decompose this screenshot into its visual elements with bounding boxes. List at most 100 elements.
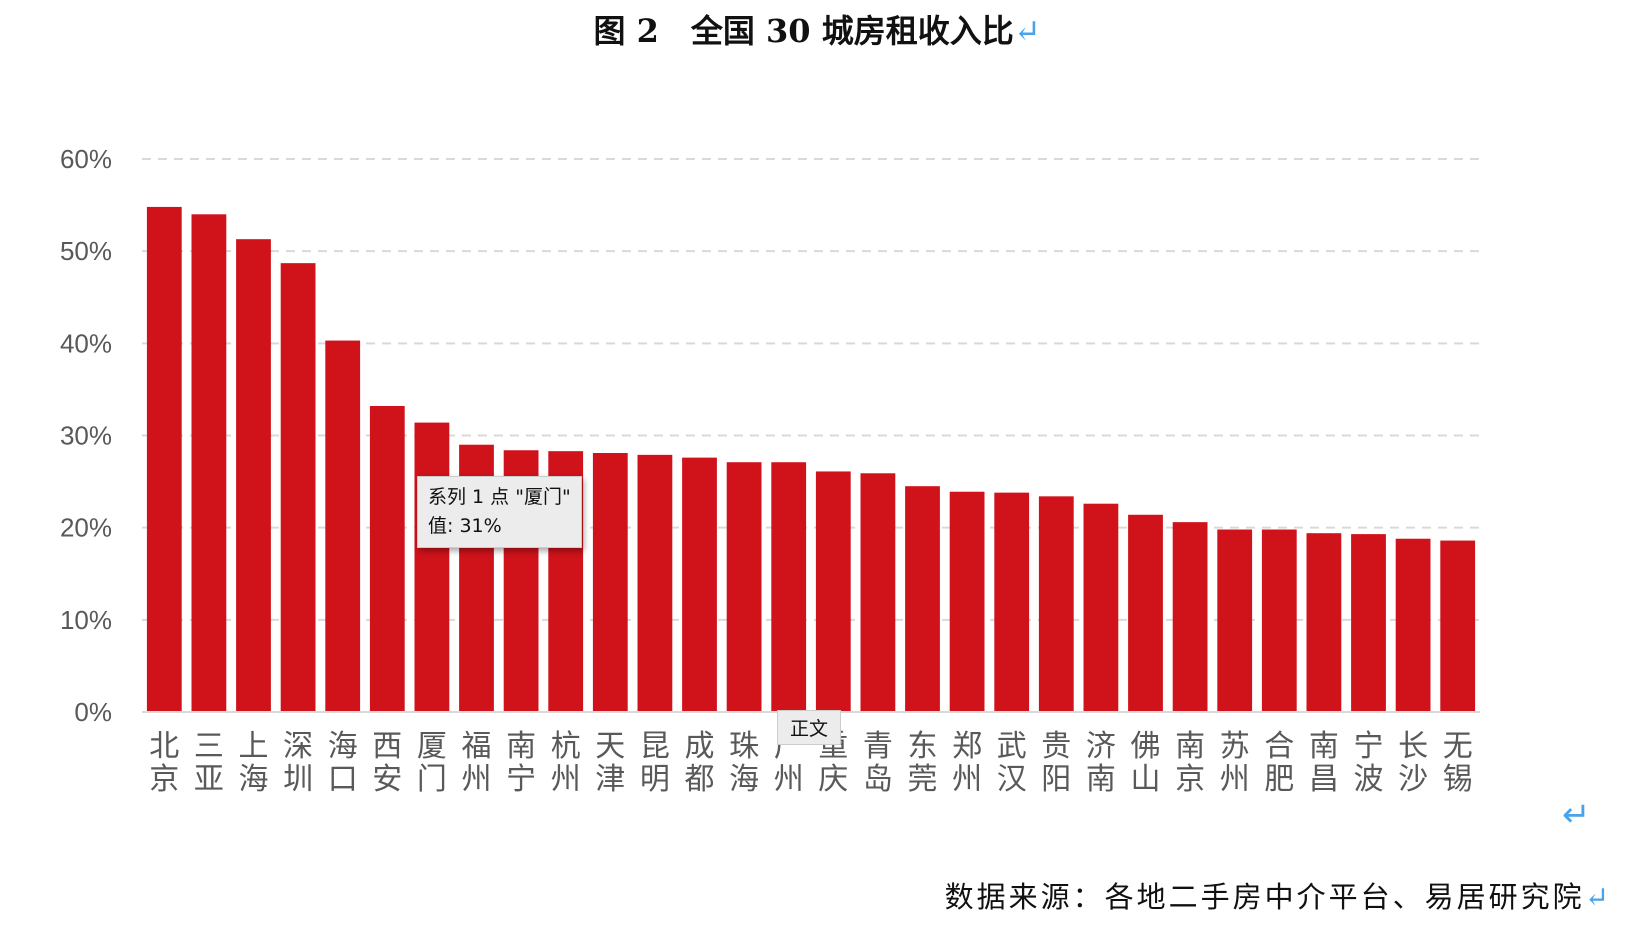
x-tick-label: 明	[640, 762, 670, 797]
y-tick-label: 10%	[60, 605, 112, 635]
x-tick-label: 口	[328, 762, 358, 797]
x-tick-label: 沙	[1398, 762, 1428, 797]
x-tick-label: 宁	[1354, 729, 1384, 764]
x-tick-label: 佛	[1131, 729, 1161, 764]
bar-厦门[interactable]	[414, 422, 450, 712]
bar-天津[interactable]	[592, 453, 628, 712]
x-tick-label: 南	[506, 729, 536, 764]
bar-郑州[interactable]	[949, 491, 985, 712]
x-tick-label: 阳	[1041, 762, 1071, 797]
x-tick-label: 宁	[506, 762, 536, 797]
x-tick-label: 昌	[1309, 762, 1339, 797]
x-tick-label: 门	[417, 762, 447, 797]
bar-济南[interactable]	[1083, 503, 1119, 712]
x-tick-label: 珠	[729, 729, 759, 764]
bar-西安[interactable]	[369, 406, 405, 712]
x-tick-label: 南	[1175, 729, 1205, 764]
x-tick-label: 福	[462, 729, 492, 764]
bar-南昌[interactable]	[1306, 533, 1342, 712]
x-tick-label: 合	[1264, 729, 1294, 764]
x-tick-label: 南	[1309, 729, 1339, 764]
y-tick-label: 40%	[60, 328, 112, 358]
x-tick-label: 津	[595, 762, 625, 797]
x-tick-label: 肥	[1264, 762, 1294, 797]
bar-三亚[interactable]	[191, 214, 227, 713]
x-tick-label: 北	[149, 729, 179, 764]
x-tick-label: 州	[1220, 762, 1250, 797]
tooltip-series-point: 系列 1 点 "厦门"	[428, 486, 571, 508]
return-mark-icon: ↵	[1013, 12, 1041, 50]
chart-title: 图 2 全国 30 城房租收入比↵	[593, 12, 1041, 50]
x-tick-label: 贵	[1041, 729, 1071, 764]
x-tick-label: 京	[149, 762, 179, 797]
bar-上海[interactable]	[236, 239, 271, 712]
x-tick-label: 州	[774, 762, 804, 797]
x-tick-label: 郑	[952, 729, 982, 764]
x-tick-label: 苏	[1220, 729, 1250, 764]
x-tick-label: 安	[372, 762, 402, 797]
x-tick-label: 州	[952, 762, 982, 797]
y-tick-label: 60%	[60, 144, 112, 174]
bar-东莞[interactable]	[905, 486, 940, 712]
x-tick-label: 岛	[863, 762, 893, 797]
x-tick-label: 海	[239, 762, 269, 797]
bar-成都[interactable]	[682, 457, 717, 712]
y-tick-label: 0%	[74, 697, 112, 727]
x-tick-label: 波	[1354, 762, 1384, 797]
x-tick-label: 京	[1175, 762, 1205, 797]
paragraph-style-badge[interactable]: 正文	[777, 710, 842, 745]
bar-长沙[interactable]	[1395, 538, 1431, 712]
x-tick-label: 州	[551, 762, 581, 797]
x-tick-label: 济	[1086, 729, 1116, 764]
x-tick-label: 天	[595, 729, 625, 764]
x-tick-label: 海	[328, 729, 358, 764]
x-tick-label: 西	[372, 729, 402, 764]
x-tick-label: 深	[283, 729, 313, 764]
x-tick-label: 莞	[908, 762, 938, 797]
bar-广州[interactable]	[771, 462, 807, 712]
bar-北京[interactable]	[146, 206, 182, 712]
y-tick-label: 50%	[60, 236, 112, 266]
bar-武汉[interactable]	[994, 492, 1030, 712]
x-tick-label: 汉	[997, 762, 1027, 797]
x-tick-label: 三	[194, 729, 224, 764]
bar-珠海[interactable]	[726, 462, 762, 712]
return-mark-icon: ↵	[1562, 795, 1591, 835]
y-tick-label: 30%	[60, 421, 112, 451]
bar-昆明[interactable]	[637, 454, 673, 712]
x-tick-label: 杭	[551, 729, 581, 764]
x-tick-label: 海	[729, 762, 759, 797]
bar-宁波[interactable]	[1351, 534, 1386, 712]
bar-贵阳[interactable]	[1038, 496, 1074, 712]
x-tick-label: 厦	[417, 729, 447, 764]
x-tick-label: 南	[1086, 762, 1116, 797]
x-tick-label: 青	[863, 729, 893, 764]
bar-重庆[interactable]	[815, 471, 851, 712]
x-tick-label: 成	[685, 729, 715, 764]
chart-tooltip: 系列 1 点 "厦门" 值: 31%	[417, 476, 582, 548]
x-tick-label: 亚	[194, 762, 224, 797]
bar-无锡[interactable]	[1440, 540, 1476, 712]
x-tick-label: 圳	[283, 762, 313, 797]
x-tick-label: 无	[1443, 729, 1473, 764]
x-tick-label: 都	[685, 762, 715, 797]
bar-佛山[interactable]	[1128, 514, 1163, 712]
bar-海口[interactable]	[325, 340, 361, 712]
tooltip-value: 值: 31%	[428, 515, 502, 537]
chart-source: 数据来源：各地二手房中介平台、易居研究院↵	[944, 880, 1612, 914]
x-tick-label: 州	[462, 762, 492, 797]
x-tick-label: 昆	[640, 729, 670, 764]
x-tick-label: 庆	[818, 762, 848, 797]
x-tick-label: 东	[908, 729, 938, 764]
bar-南京[interactable]	[1172, 522, 1208, 712]
x-tick-label: 上	[239, 729, 269, 764]
bar-合肥[interactable]	[1261, 529, 1297, 712]
return-mark-icon: ↵	[1584, 880, 1612, 914]
x-tick-label: 锡	[1443, 762, 1473, 797]
y-tick-label: 20%	[60, 513, 112, 543]
bar-苏州[interactable]	[1217, 529, 1253, 712]
bar-青岛[interactable]	[860, 473, 896, 712]
x-tick-label: 山	[1131, 762, 1161, 797]
bar-深圳[interactable]	[280, 263, 316, 712]
